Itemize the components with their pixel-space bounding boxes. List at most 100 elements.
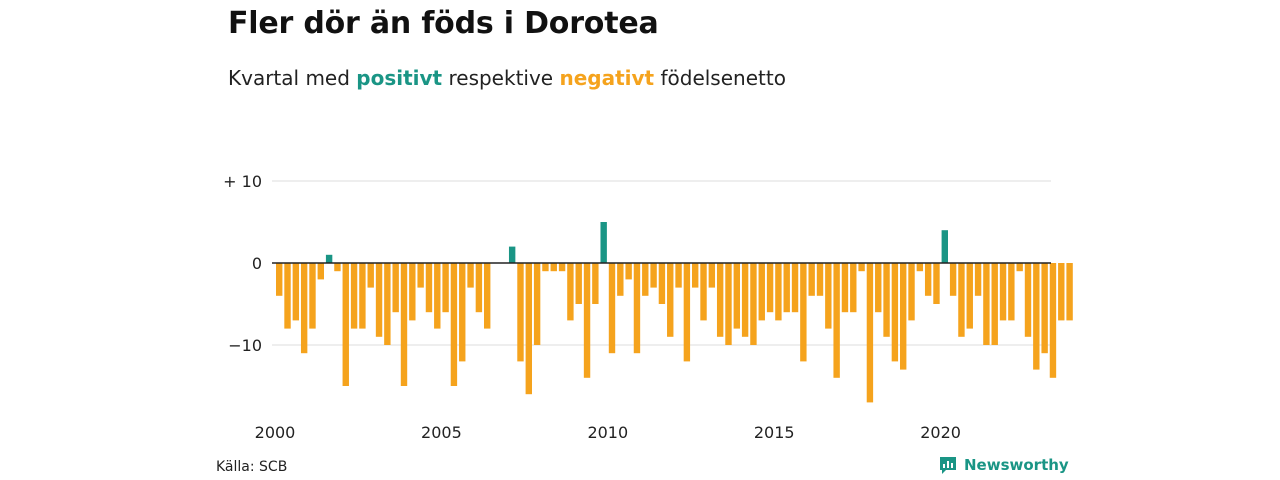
bar	[467, 263, 474, 288]
brand-logo[interactable]: Newsworthy	[938, 455, 1069, 475]
bar	[716, 263, 724, 337]
bar	[866, 263, 874, 403]
bar	[276, 263, 283, 296]
bar	[417, 263, 424, 288]
bar	[325, 254, 333, 263]
bar	[841, 263, 849, 313]
bar	[1049, 263, 1057, 378]
bar	[833, 263, 840, 378]
source-note: Källa: SCB	[216, 459, 288, 475]
bar	[941, 230, 948, 263]
x-tick-label: 2005	[421, 423, 462, 442]
bar	[525, 263, 532, 395]
bar	[924, 263, 932, 296]
bar	[592, 263, 599, 304]
bar	[300, 263, 308, 354]
subtitle-positive-label: positivt	[356, 66, 443, 90]
y-tick-label: 0	[252, 254, 262, 273]
bar	[949, 263, 957, 296]
bar	[575, 263, 582, 304]
bar	[475, 263, 483, 313]
bar	[875, 263, 882, 313]
bar	[1008, 263, 1015, 321]
bar	[367, 263, 374, 288]
bar	[567, 263, 574, 321]
bar	[958, 263, 965, 337]
bar	[642, 263, 649, 296]
bar	[617, 263, 624, 296]
x-tick-label: 2010	[587, 423, 628, 442]
bar	[450, 263, 458, 386]
bar	[1024, 263, 1032, 337]
subtitle-text-1: Kvartal med	[228, 66, 357, 90]
bar	[409, 263, 416, 321]
bar	[550, 263, 557, 272]
bar	[292, 263, 300, 321]
bar	[600, 222, 607, 263]
bar	[1041, 263, 1048, 354]
x-tick-label: 2000	[255, 423, 296, 442]
bar	[359, 263, 366, 329]
bar	[542, 263, 549, 272]
bar	[692, 263, 699, 288]
bar	[999, 263, 1007, 321]
bar	[725, 263, 732, 345]
bar	[908, 263, 915, 321]
bar	[434, 263, 441, 329]
bar	[800, 263, 807, 362]
bar	[384, 263, 391, 345]
bar	[775, 263, 782, 321]
bar	[375, 263, 383, 337]
subtitle-text-2: respektive	[442, 66, 560, 90]
bar	[1033, 263, 1040, 370]
bar	[933, 263, 940, 304]
bar	[808, 263, 815, 296]
bar	[966, 263, 973, 329]
chart-title: Fler dör än föds i Dorotea	[228, 6, 659, 41]
bar	[392, 263, 399, 313]
bar	[317, 263, 324, 280]
y-tick-label: −10	[228, 336, 262, 355]
bar	[425, 263, 433, 313]
brand-name: Newsworthy	[964, 456, 1069, 474]
bar	[633, 263, 641, 354]
bar	[658, 263, 666, 304]
bar	[858, 263, 865, 272]
bar	[683, 263, 691, 362]
bar	[891, 263, 899, 362]
bar	[309, 263, 316, 329]
bar	[1058, 263, 1065, 321]
bar	[900, 263, 907, 370]
bar	[667, 263, 674, 337]
chart-subtitle: Kvartal med positivt respektive negativt…	[228, 66, 786, 90]
bar	[916, 263, 924, 272]
bar	[675, 263, 682, 288]
bar	[625, 263, 632, 280]
bar	[583, 263, 591, 378]
bar	[533, 263, 541, 345]
bar	[758, 263, 765, 321]
bar	[733, 263, 740, 329]
bar	[459, 263, 466, 362]
y-tick-label: + 10	[223, 172, 262, 191]
bar	[650, 263, 657, 288]
subtitle-text-3: födelsenetto	[654, 66, 786, 90]
bar	[991, 263, 998, 345]
bar	[883, 263, 890, 337]
bar	[825, 263, 832, 329]
bar	[1066, 263, 1073, 321]
bar	[484, 263, 491, 329]
newsworthy-logo-icon	[940, 457, 956, 474]
bar	[1016, 263, 1023, 272]
bar	[850, 263, 857, 313]
bar	[708, 263, 716, 288]
subtitle-negative-label: negativt	[559, 66, 655, 90]
bar	[750, 263, 757, 345]
bar	[517, 263, 524, 362]
bar	[334, 263, 341, 272]
bar	[791, 263, 799, 313]
bar	[508, 246, 516, 263]
bar	[608, 263, 616, 354]
bar	[783, 263, 790, 313]
